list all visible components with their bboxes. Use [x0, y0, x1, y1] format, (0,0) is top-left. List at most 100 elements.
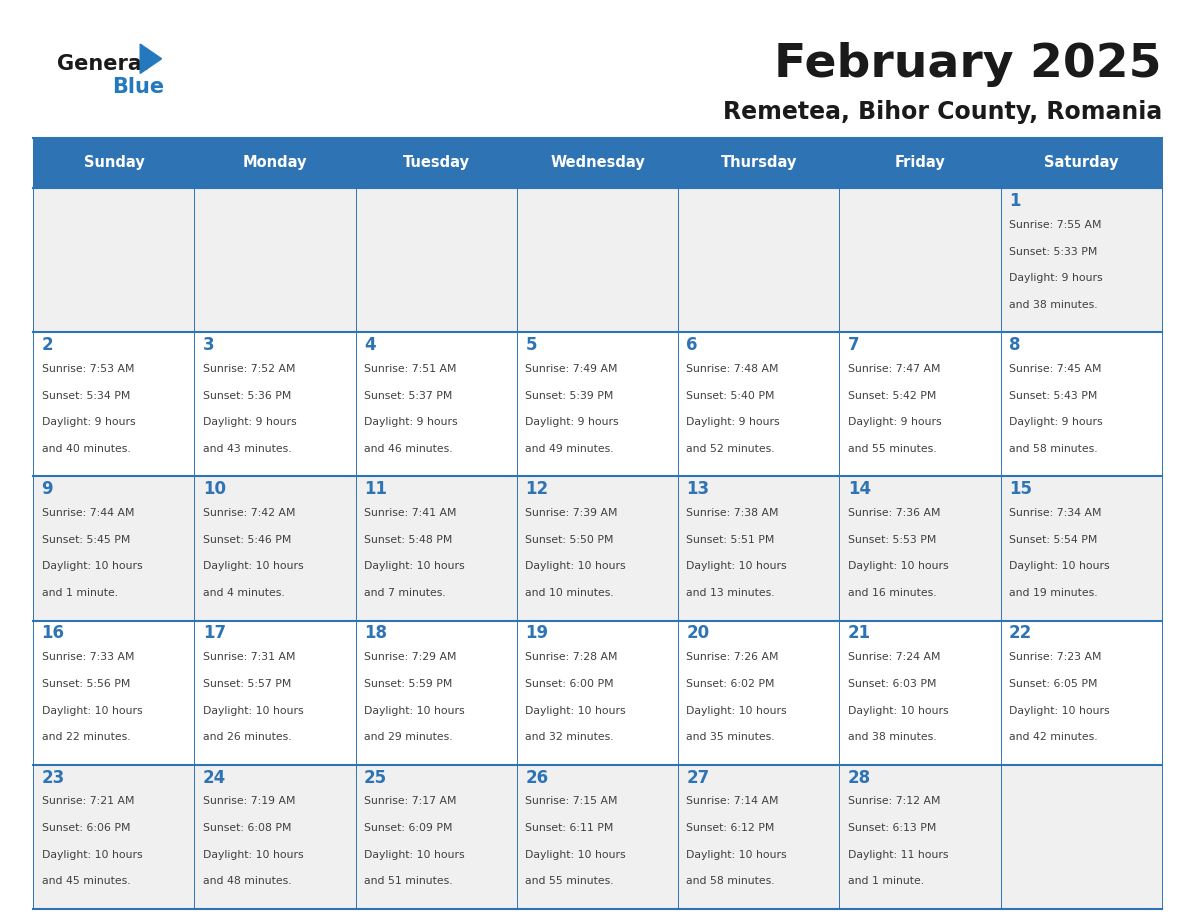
Text: Friday: Friday [895, 155, 946, 171]
Text: Sunrise: 7:21 AM: Sunrise: 7:21 AM [42, 797, 134, 806]
Text: and 49 minutes.: and 49 minutes. [525, 444, 614, 454]
Text: Sunset: 6:12 PM: Sunset: 6:12 PM [687, 823, 775, 833]
Text: Sunset: 5:57 PM: Sunset: 5:57 PM [203, 679, 291, 688]
Text: and 48 minutes.: and 48 minutes. [203, 877, 291, 887]
Bar [1000, 332, 1162, 476]
Text: Daylight: 10 hours: Daylight: 10 hours [525, 850, 626, 860]
Text: Sunset: 5:54 PM: Sunset: 5:54 PM [1009, 535, 1098, 544]
Text: Thursday: Thursday [721, 155, 797, 171]
Text: Daylight: 9 hours: Daylight: 9 hours [1009, 274, 1102, 284]
Bar [195, 476, 355, 621]
Bar [33, 621, 195, 765]
Text: Sunset: 5:42 PM: Sunset: 5:42 PM [848, 391, 936, 400]
Text: Sunrise: 7:17 AM: Sunrise: 7:17 AM [364, 797, 456, 806]
Bar [678, 188, 840, 332]
Text: Sunset: 5:33 PM: Sunset: 5:33 PM [1009, 247, 1098, 256]
Text: 19: 19 [525, 624, 549, 643]
Bar [678, 138, 840, 188]
Text: Daylight: 9 hours: Daylight: 9 hours [1009, 418, 1102, 428]
Bar [517, 621, 678, 765]
Text: 13: 13 [687, 480, 709, 498]
Text: and 16 minutes.: and 16 minutes. [848, 588, 936, 599]
Text: 25: 25 [364, 768, 387, 787]
Text: Sunday: Sunday [83, 155, 144, 171]
Text: 3: 3 [203, 336, 214, 354]
Text: Sunrise: 7:34 AM: Sunrise: 7:34 AM [1009, 509, 1101, 518]
Text: and 7 minutes.: and 7 minutes. [364, 588, 446, 599]
Text: 20: 20 [687, 624, 709, 643]
Text: Daylight: 10 hours: Daylight: 10 hours [525, 706, 626, 716]
Bar [678, 765, 840, 909]
Bar [678, 332, 840, 476]
Text: Sunrise: 7:15 AM: Sunrise: 7:15 AM [525, 797, 618, 806]
Text: Sunset: 5:45 PM: Sunset: 5:45 PM [42, 535, 129, 544]
Bar [840, 621, 1000, 765]
Text: Daylight: 10 hours: Daylight: 10 hours [42, 850, 143, 860]
Text: Tuesday: Tuesday [403, 155, 469, 171]
Text: and 52 minutes.: and 52 minutes. [687, 444, 775, 454]
Text: Daylight: 10 hours: Daylight: 10 hours [687, 850, 788, 860]
Text: Sunrise: 7:12 AM: Sunrise: 7:12 AM [848, 797, 940, 806]
Text: and 45 minutes.: and 45 minutes. [42, 877, 131, 887]
Text: Sunrise: 7:48 AM: Sunrise: 7:48 AM [687, 364, 779, 374]
Text: and 13 minutes.: and 13 minutes. [687, 588, 775, 599]
Text: Sunset: 5:39 PM: Sunset: 5:39 PM [525, 391, 614, 400]
Text: 24: 24 [203, 768, 226, 787]
Bar [517, 765, 678, 909]
Text: Sunrise: 7:38 AM: Sunrise: 7:38 AM [687, 509, 779, 518]
Text: Sunset: 5:43 PM: Sunset: 5:43 PM [1009, 391, 1098, 400]
Text: Saturday: Saturday [1044, 155, 1118, 171]
Text: Daylight: 10 hours: Daylight: 10 hours [1009, 706, 1110, 716]
Text: February 2025: February 2025 [775, 41, 1162, 87]
Text: Daylight: 10 hours: Daylight: 10 hours [848, 706, 948, 716]
Text: and 40 minutes.: and 40 minutes. [42, 444, 131, 454]
Bar [840, 138, 1000, 188]
Text: Sunset: 5:46 PM: Sunset: 5:46 PM [203, 535, 291, 544]
Text: Wednesday: Wednesday [550, 155, 645, 171]
Text: 9: 9 [42, 480, 53, 498]
Text: Daylight: 10 hours: Daylight: 10 hours [687, 706, 788, 716]
Text: 10: 10 [203, 480, 226, 498]
Text: 7: 7 [848, 336, 859, 354]
Bar [840, 332, 1000, 476]
Bar [355, 332, 517, 476]
Bar [33, 138, 195, 188]
Text: Sunset: 6:05 PM: Sunset: 6:05 PM [1009, 679, 1098, 688]
Text: Sunset: 5:36 PM: Sunset: 5:36 PM [203, 391, 291, 400]
Text: Sunrise: 7:42 AM: Sunrise: 7:42 AM [203, 509, 296, 518]
Text: Daylight: 9 hours: Daylight: 9 hours [525, 418, 619, 428]
Text: Daylight: 9 hours: Daylight: 9 hours [364, 418, 457, 428]
Text: and 35 minutes.: and 35 minutes. [687, 733, 775, 743]
Text: General: General [57, 54, 148, 74]
Text: and 1 minute.: and 1 minute. [42, 588, 118, 599]
Text: and 26 minutes.: and 26 minutes. [203, 733, 291, 743]
Text: Sunrise: 7:41 AM: Sunrise: 7:41 AM [364, 509, 456, 518]
Text: Blue: Blue [112, 77, 164, 97]
Text: Sunrise: 7:44 AM: Sunrise: 7:44 AM [42, 509, 134, 518]
Text: and 58 minutes.: and 58 minutes. [1009, 444, 1098, 454]
Text: 11: 11 [364, 480, 387, 498]
Text: Sunset: 6:06 PM: Sunset: 6:06 PM [42, 823, 129, 833]
Bar [195, 765, 355, 909]
Text: 27: 27 [687, 768, 709, 787]
Text: Daylight: 10 hours: Daylight: 10 hours [1009, 562, 1110, 572]
Text: Daylight: 10 hours: Daylight: 10 hours [203, 562, 303, 572]
Text: 18: 18 [364, 624, 387, 643]
Bar [840, 765, 1000, 909]
Text: Sunrise: 7:23 AM: Sunrise: 7:23 AM [1009, 653, 1101, 662]
Bar [1000, 138, 1162, 188]
Text: Daylight: 9 hours: Daylight: 9 hours [42, 418, 135, 428]
Text: 5: 5 [525, 336, 537, 354]
Bar [33, 332, 195, 476]
Text: 14: 14 [848, 480, 871, 498]
Text: Daylight: 9 hours: Daylight: 9 hours [848, 418, 941, 428]
Bar [355, 188, 517, 332]
Text: Sunrise: 7:14 AM: Sunrise: 7:14 AM [687, 797, 779, 806]
Text: and 58 minutes.: and 58 minutes. [687, 877, 775, 887]
Bar [678, 476, 840, 621]
Bar [355, 621, 517, 765]
Text: and 42 minutes.: and 42 minutes. [1009, 733, 1098, 743]
Text: Remetea, Bihor County, Romania: Remetea, Bihor County, Romania [722, 100, 1162, 124]
Text: Sunrise: 7:53 AM: Sunrise: 7:53 AM [42, 364, 134, 374]
Text: Sunrise: 7:28 AM: Sunrise: 7:28 AM [525, 653, 618, 662]
